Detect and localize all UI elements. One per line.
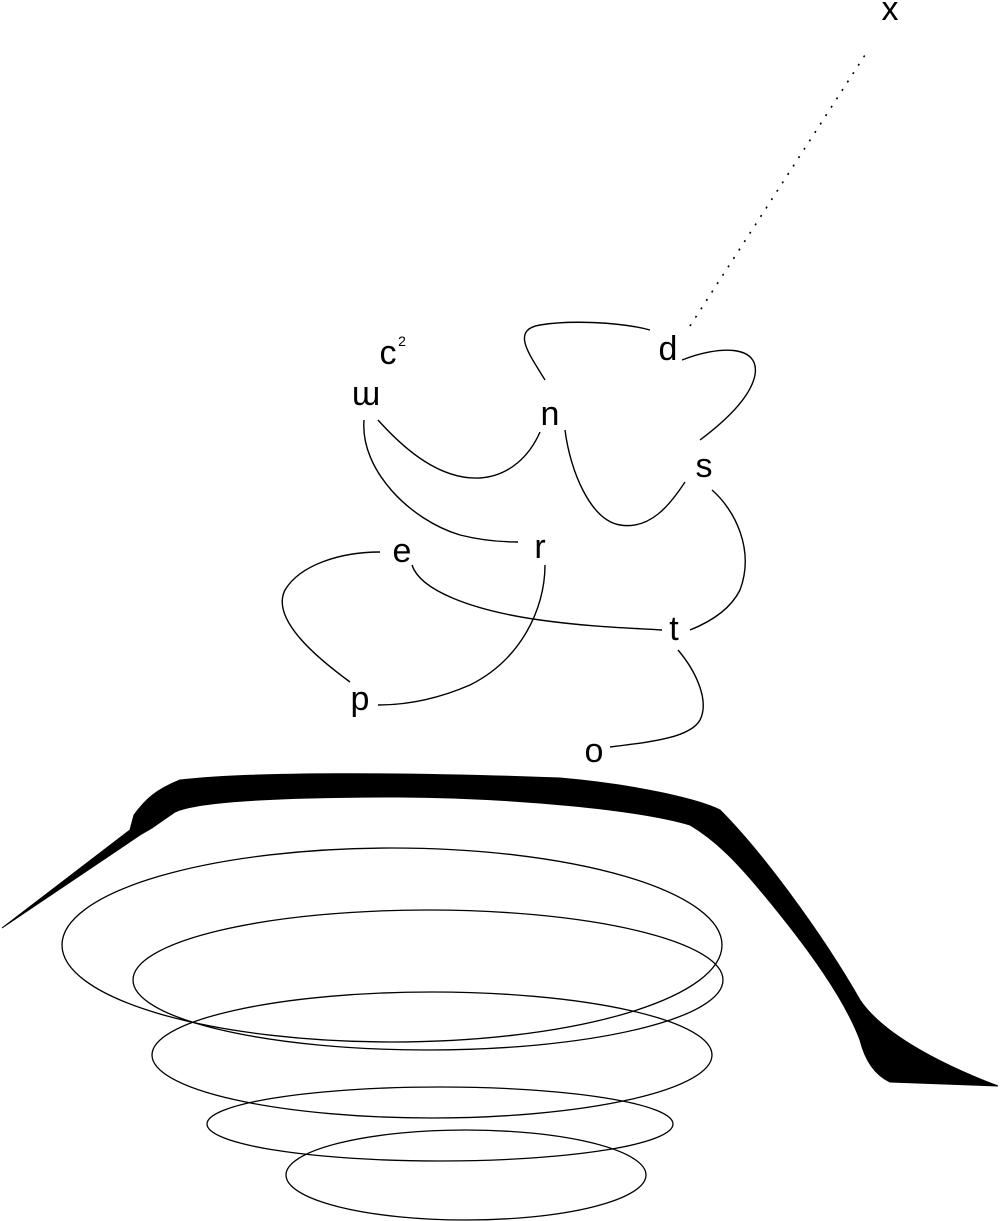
black-ribbon — [1, 773, 999, 1087]
node-d: d — [659, 330, 678, 368]
node-x: x — [882, 0, 899, 28]
nodes: x d c 2 ɯ n s e r t p o — [351, 0, 899, 770]
ring-3 — [151, 991, 713, 1119]
node-t: t — [669, 610, 679, 648]
ring-1 — [61, 847, 723, 1043]
edge-d-x — [689, 54, 866, 327]
edge-e-t — [411, 564, 663, 631]
edge-e-p — [281, 551, 381, 683]
node-p: p — [351, 680, 370, 718]
node-n: n — [541, 395, 560, 433]
ring-2 — [132, 909, 724, 1051]
edge-w-n — [377, 419, 541, 479]
node-e: e — [393, 532, 412, 570]
node-s: s — [696, 447, 713, 485]
edge-d-s — [681, 349, 756, 441]
node-c: c — [380, 334, 397, 372]
spiral-rings — [61, 847, 724, 1221]
ring-4 — [206, 1086, 674, 1162]
ring-5 — [285, 1129, 647, 1221]
edge-n-d — [523, 321, 651, 381]
edge-r-p — [377, 564, 546, 706]
node-w: ɯ — [352, 375, 380, 413]
node-o: o — [585, 732, 604, 770]
edges — [281, 54, 866, 748]
edge-s-t — [689, 489, 746, 631]
node-c-superscript: 2 — [398, 333, 406, 349]
edge-t-o — [609, 649, 704, 748]
edge-n-s — [564, 429, 686, 527]
edge-w-r — [363, 419, 519, 543]
node-r: r — [534, 528, 545, 566]
